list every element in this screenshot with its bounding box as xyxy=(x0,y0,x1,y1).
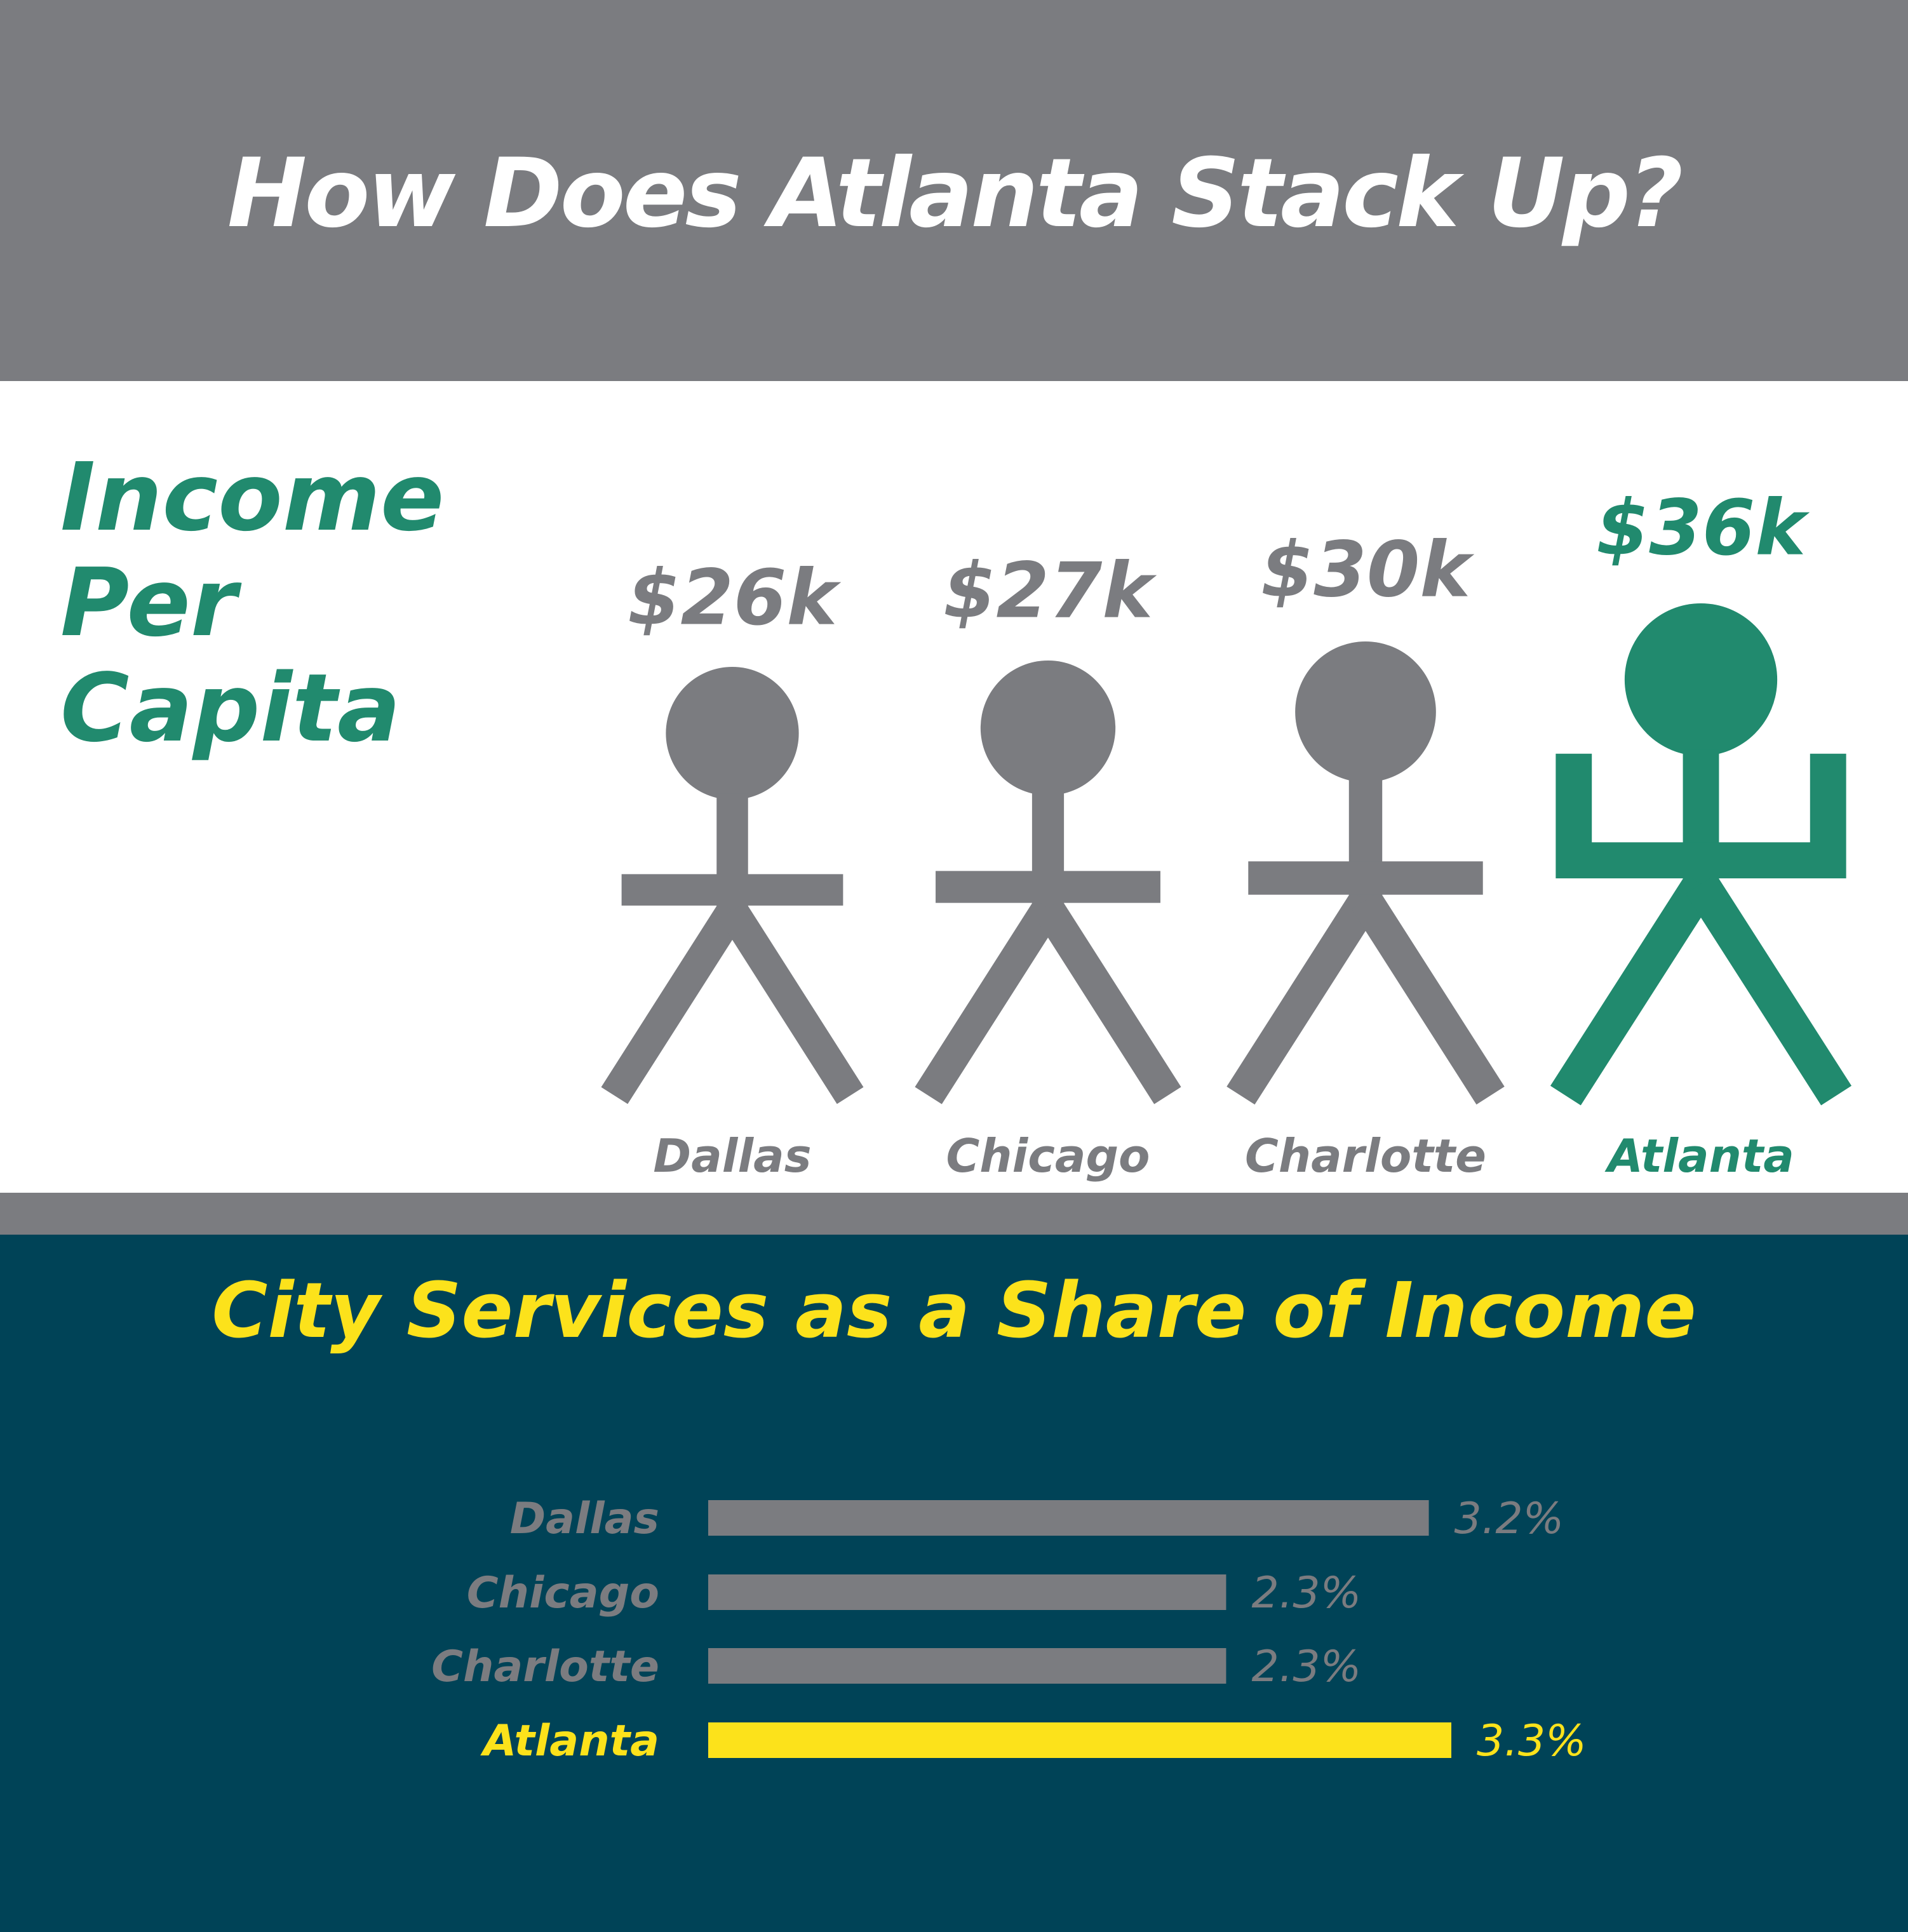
services-bar-chart: Dallas 3.2% Chicago 2.3% Charlotte 2.3% Atlant… xyxy=(431,1494,1587,1766)
city-label-charlotte: Charlotte xyxy=(1245,1129,1486,1183)
city-label-chicago: Chicago xyxy=(946,1129,1150,1183)
bar-label-chicago: Chicago xyxy=(467,1568,659,1618)
figure-head xyxy=(1295,641,1436,782)
figure-charlotte xyxy=(1226,641,1505,1105)
figure-head xyxy=(1624,603,1778,756)
bar-label-atlanta: Atlanta xyxy=(480,1716,659,1766)
figure-arms-raised xyxy=(1555,753,1846,879)
figure-right-leg xyxy=(1351,890,1505,1105)
header-banner xyxy=(0,0,1908,381)
city-label-atlanta: Atlanta xyxy=(1604,1129,1794,1183)
separator-band xyxy=(0,1193,1908,1235)
figure-left-leg xyxy=(1550,874,1716,1106)
bar-charlotte xyxy=(708,1648,1226,1684)
bar-label-charlotte: Charlotte xyxy=(431,1642,659,1692)
income-title: Income Per Capita xyxy=(60,445,444,761)
bar-value-chicago: 2.3% xyxy=(1251,1568,1361,1618)
figure-left-leg xyxy=(1226,890,1380,1105)
value-label-charlotte: $30k xyxy=(1261,527,1474,615)
bar-atlanta xyxy=(708,1722,1451,1758)
figure-chicago xyxy=(915,661,1181,1104)
bar-value-dallas: 3.2% xyxy=(1455,1494,1564,1544)
bar-dallas xyxy=(708,1500,1429,1536)
income-title-line-3: Capita xyxy=(60,654,401,763)
services-title: City Services as a Share of Income xyxy=(212,1267,1696,1355)
bar-value-charlotte: 2.3% xyxy=(1251,1642,1361,1692)
income-title-line-2: Per xyxy=(60,548,237,657)
bar-label-dallas: Dallas xyxy=(510,1494,659,1544)
figure-atlanta xyxy=(1550,603,1852,1106)
figure-head xyxy=(980,661,1116,796)
income-pictogram-chart: $26k Dallas $27k Chicago $30k Charlotte $36k At… xyxy=(601,485,1852,1183)
bar-chicago xyxy=(708,1574,1226,1610)
income-title-line-1: Income xyxy=(60,443,445,552)
figure-head xyxy=(666,667,799,800)
page-title: How Does Atlanta Stack Up? xyxy=(227,138,1683,249)
figure-left-leg xyxy=(915,899,1062,1104)
figure-dallas xyxy=(601,667,864,1104)
figure-left-leg xyxy=(601,902,746,1104)
value-label-atlanta: $36k xyxy=(1596,485,1810,573)
figure-right-leg xyxy=(1686,874,1852,1106)
city-label-dallas: Dallas xyxy=(653,1129,811,1183)
bar-value-atlanta: 3.3% xyxy=(1477,1716,1587,1766)
figure-right-leg xyxy=(1034,899,1181,1104)
value-label-dallas: $26k xyxy=(628,554,841,643)
figure-right-leg xyxy=(719,902,864,1104)
value-label-chicago: $27k xyxy=(943,547,1157,636)
